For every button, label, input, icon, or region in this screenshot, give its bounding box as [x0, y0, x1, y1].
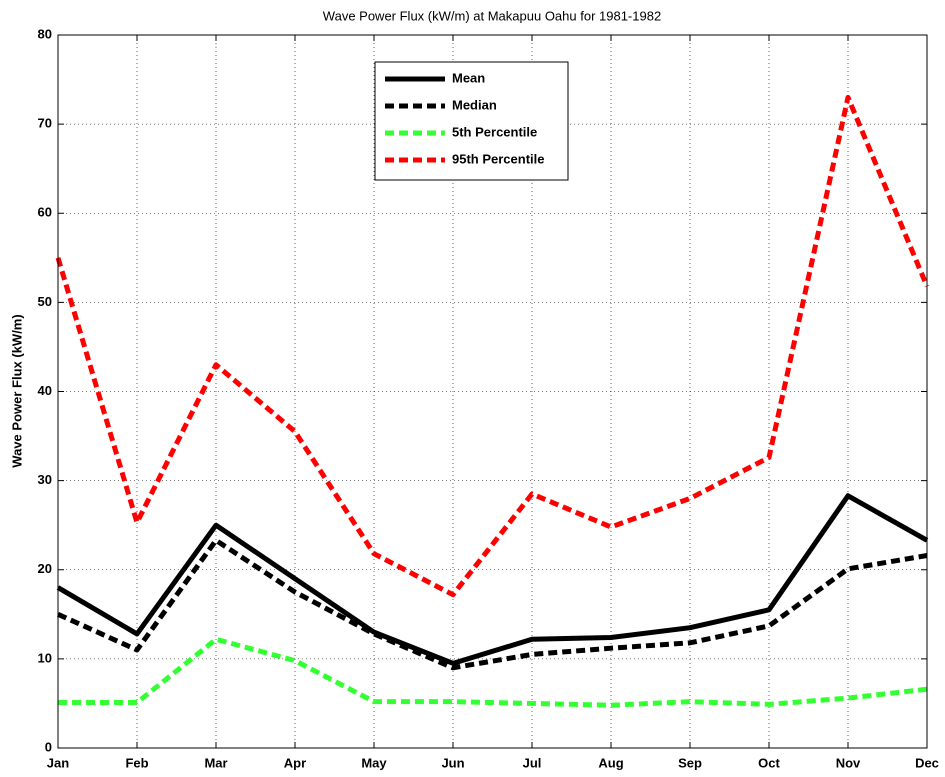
legend-label: Mean: [452, 70, 485, 85]
x-tick-label: Dec: [915, 755, 939, 770]
y-tick-label: 30: [38, 472, 52, 487]
y-tick-label: 0: [45, 739, 52, 754]
plot-frame: [57, 34, 928, 749]
x-tick-label: Sep: [678, 755, 702, 770]
x-tick-label: Nov: [836, 755, 861, 770]
y-tick-label: 10: [38, 650, 52, 665]
x-tick-label: Feb: [125, 755, 148, 770]
y-axis-label: Wave Power Flux (kW/m): [9, 314, 24, 467]
y-tick-label: 70: [38, 116, 52, 131]
x-tick-label: Jun: [441, 755, 464, 770]
x-tick-label: Mar: [204, 755, 227, 770]
legend-label: Median: [452, 97, 497, 112]
legend-label: 95th Percentile: [452, 151, 545, 166]
series-line: [55, 94, 930, 598]
y-tick-label: 60: [38, 205, 52, 220]
x-tick-label: Apr: [284, 755, 306, 770]
series-line: [56, 537, 928, 671]
chart-title: Wave Power Flux (kW/m) at Makapuu Oahu f…: [323, 8, 661, 23]
y-tick-label: 40: [38, 383, 52, 398]
x-tick-label: May: [361, 755, 387, 770]
series-line: [58, 636, 928, 708]
legend-label: 5th Percentile: [452, 124, 537, 139]
y-tick-label: 80: [38, 26, 52, 41]
x-tick-label: Oct: [758, 755, 780, 770]
x-tick-label: Jul: [523, 755, 542, 770]
series-line: [56, 493, 929, 666]
x-tick-label: Jan: [47, 755, 69, 770]
y-tick-label: 50: [38, 294, 52, 309]
x-tick-label: Aug: [598, 755, 623, 770]
y-tick-label: 20: [38, 561, 52, 576]
